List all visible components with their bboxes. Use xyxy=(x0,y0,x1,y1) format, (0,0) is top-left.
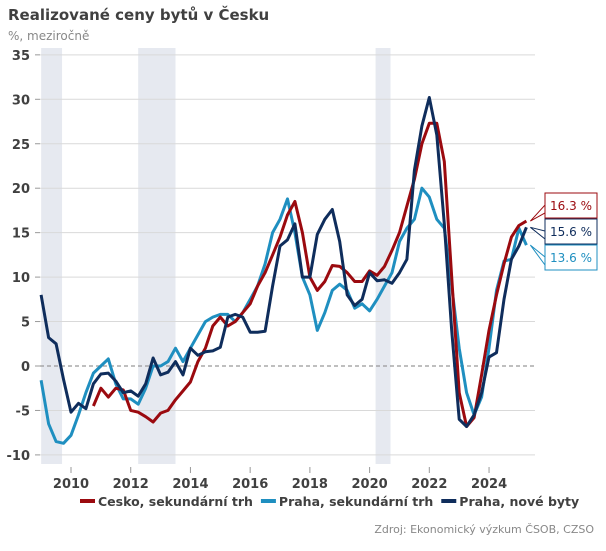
y-tick-label: 10 xyxy=(12,271,30,286)
legend-swatch xyxy=(260,499,276,503)
y-tick-label: 15 xyxy=(12,227,30,242)
x-tick-label: 2012 xyxy=(113,477,149,492)
y-tick-label: 5 xyxy=(21,316,30,331)
x-tick-label: 2022 xyxy=(411,477,447,492)
y-tick-label: -5 xyxy=(16,404,30,419)
y-tick-label: 30 xyxy=(12,93,30,108)
x-tick-label: 2016 xyxy=(232,477,268,492)
callout-pointer xyxy=(529,244,546,267)
source-note: Zdroj: Ekonomický výzkum ČSOB, CZSO xyxy=(374,523,594,536)
chart-title: Realizované ceny bytů v Česku xyxy=(8,6,270,24)
chart-subtitle: %, meziročně xyxy=(8,29,90,43)
shaded-period xyxy=(41,48,63,464)
legend-label: Cesko, sekundární trh xyxy=(98,494,253,509)
value-callout: 13.6 % xyxy=(529,244,598,271)
y-tick-label: 0 xyxy=(21,360,30,375)
legend-item: Praha, nové byty xyxy=(441,494,579,509)
callout-pointer xyxy=(529,203,546,222)
callout-label: 13.6 % xyxy=(550,251,592,265)
x-tick-label: 2014 xyxy=(172,477,208,492)
callout-label: 16.3 % xyxy=(550,199,592,213)
legend-item: Cesko, sekundární trh xyxy=(80,494,253,509)
y-tick-label: 35 xyxy=(12,49,30,64)
series-line-2 xyxy=(39,96,528,428)
value-callout: 15.6 % xyxy=(530,218,598,245)
value-callout: 16.3 % xyxy=(529,192,598,222)
legend-label: Praha, sekundární trh xyxy=(279,494,433,509)
callout-box xyxy=(544,244,598,271)
x-tick-label: 2020 xyxy=(352,477,388,492)
y-tick-label: 25 xyxy=(12,138,30,153)
shaded-period xyxy=(375,48,391,464)
x-tick-label: 2024 xyxy=(471,477,507,492)
callout-label: 15.6 % xyxy=(550,225,592,239)
x-tick-label: 2018 xyxy=(292,477,328,492)
y-tick-label: 20 xyxy=(12,182,30,197)
legend-item: Praha, sekundární trh xyxy=(260,494,433,509)
y-tick-label: -10 xyxy=(7,449,31,464)
legend-swatch xyxy=(80,499,95,503)
callout-pointer xyxy=(530,226,546,241)
callout-box xyxy=(544,192,598,219)
legend-swatch xyxy=(441,499,457,503)
callout-box xyxy=(544,218,598,245)
x-tick-label: 2010 xyxy=(53,477,89,492)
legend-label: Praha, nové byty xyxy=(459,494,579,509)
shaded-period xyxy=(138,48,176,464)
